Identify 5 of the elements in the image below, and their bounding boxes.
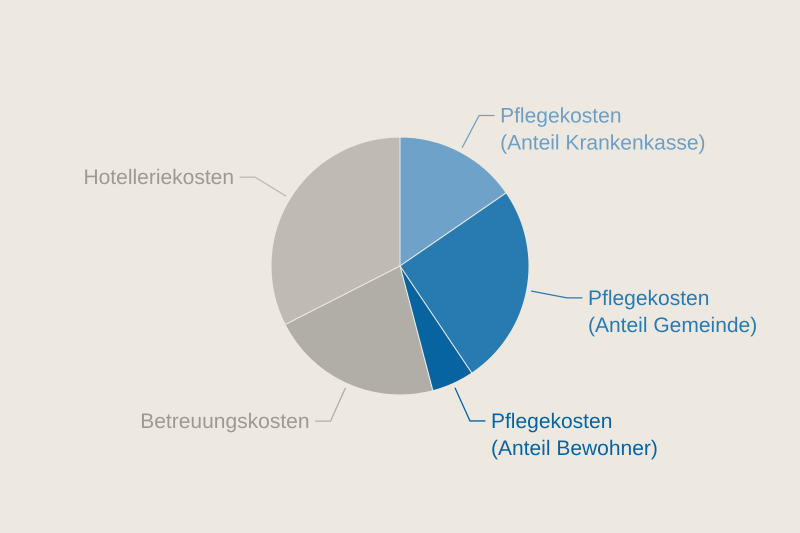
slice-label: Pflegekosten (Anteil Gemeinde): [588, 286, 758, 337]
slice-label: Pflegekosten (Anteil Bewohner): [490, 410, 658, 460]
slice-label: Pflegekosten (Anteil Krankenkasse): [500, 104, 706, 155]
slice-label: Hotelleriekosten: [83, 166, 234, 190]
slice-label: Betreuungskosten: [140, 410, 310, 434]
